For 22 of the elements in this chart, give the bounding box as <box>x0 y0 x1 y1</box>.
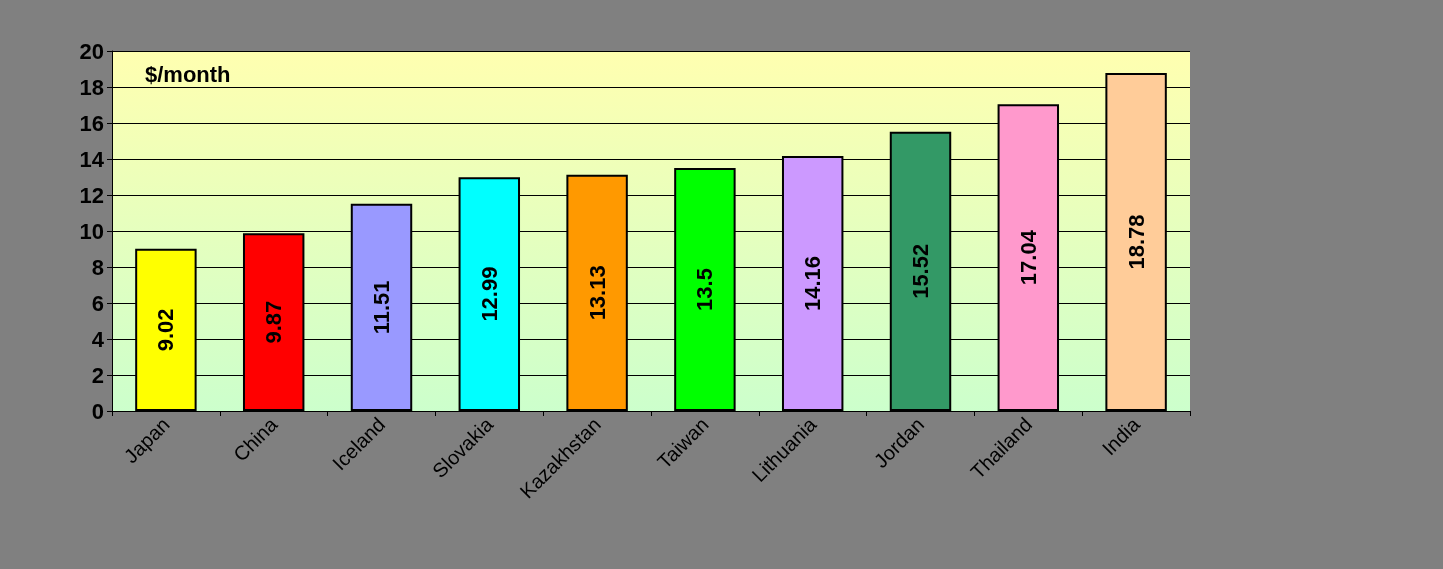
data-label: 12.99 <box>476 266 502 322</box>
y-tick-label: 20 <box>79 38 104 64</box>
data-label: 15.52 <box>908 243 933 299</box>
y-tick-label: 10 <box>79 218 104 244</box>
y-tick-label: 4 <box>91 326 105 352</box>
data-label: 14.16 <box>800 256 826 312</box>
data-label: 13.5 <box>692 268 718 311</box>
y-tick-label: 0 <box>91 398 104 424</box>
y-tick-label: 18 <box>79 74 104 100</box>
data-label: 9.87 <box>261 300 287 344</box>
y-tick-label: 8 <box>91 254 104 280</box>
y-tick-label: 14 <box>79 146 105 172</box>
y-tick-label: 12 <box>79 182 104 208</box>
data-label: 13.13 <box>584 265 610 321</box>
y-tick-label: 16 <box>79 110 104 136</box>
data-label: 9.02 <box>153 308 179 352</box>
y-tick-label: 6 <box>91 290 104 316</box>
data-label: 17.04 <box>1015 229 1041 286</box>
data-label: 11.51 <box>369 280 394 335</box>
y-axis-title: $/month <box>145 61 231 87</box>
y-tick-label: 2 <box>91 362 104 388</box>
data-label: 18.78 <box>1123 214 1149 270</box>
